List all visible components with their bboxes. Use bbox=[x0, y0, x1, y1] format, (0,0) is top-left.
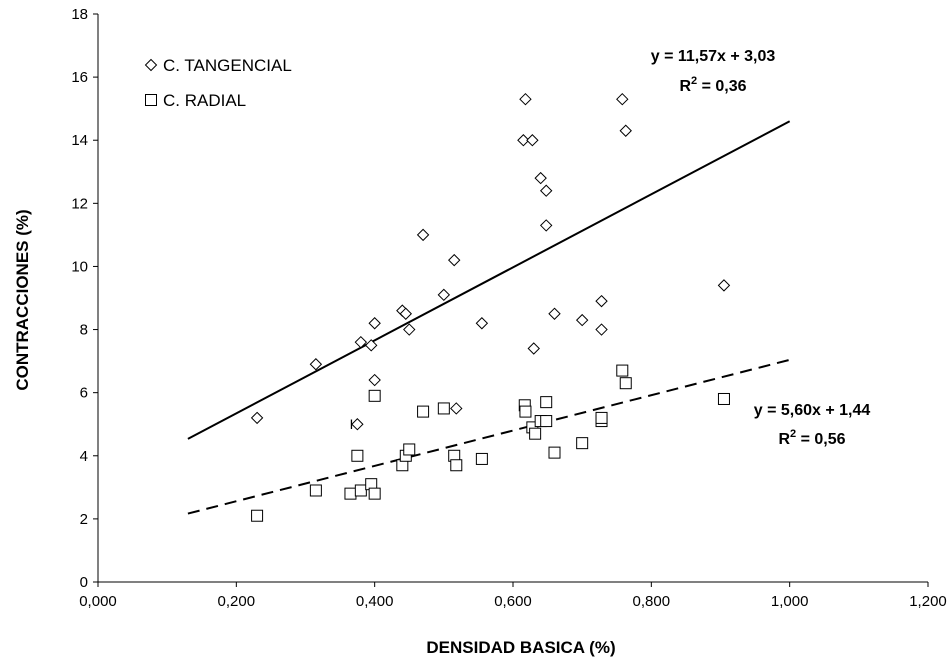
equation-tangencial: y = 11,57x + 3,03 bbox=[651, 48, 776, 65]
point-tangencial bbox=[534, 171, 547, 185]
y-tick-label: 0 bbox=[80, 574, 88, 591]
point-radial bbox=[717, 392, 730, 405]
legend-diamond-icon bbox=[144, 58, 158, 72]
point-tangencial bbox=[595, 294, 608, 308]
point-tangencial bbox=[527, 342, 540, 355]
equation-radial: y = 5,60x + 1,44 bbox=[754, 402, 871, 419]
trendline-tangencial bbox=[187, 120, 791, 440]
equations: y = 11,57x + 3,03 R2 = 0,36 y = 5,60x + 1,… bbox=[651, 48, 871, 448]
point-tangencial bbox=[539, 219, 553, 232]
point-tangencial bbox=[354, 335, 368, 349]
x-tick-label: 1,200 bbox=[909, 593, 947, 610]
point-tangencial bbox=[519, 92, 532, 106]
point-tangencial bbox=[616, 92, 629, 106]
x-axis-title: DENSIDAD BASICA (%) bbox=[426, 638, 615, 657]
y-tick-label: 14 bbox=[71, 132, 88, 149]
point-tangencial bbox=[548, 307, 561, 320]
point-tangencial bbox=[309, 358, 323, 371]
point-radial bbox=[450, 459, 463, 472]
point-radial bbox=[548, 446, 561, 459]
y-tick-label: 8 bbox=[80, 322, 88, 339]
point-tangencial bbox=[351, 418, 364, 431]
r2-tangencial: R2 = 0,36 bbox=[679, 75, 746, 95]
point-tangencial bbox=[539, 184, 553, 197]
x-tick-label: 0,600 bbox=[494, 593, 532, 610]
legend-label-tangencial: C. TANGENCIAL bbox=[163, 56, 292, 75]
point-tangencial bbox=[619, 124, 632, 137]
point-tangencial bbox=[448, 253, 461, 267]
point-tangencial bbox=[403, 323, 416, 336]
point-tangencial bbox=[475, 317, 489, 330]
x-tick-label: 0,800 bbox=[633, 593, 671, 610]
point-radial bbox=[540, 415, 553, 428]
x-tick-label: 0,400 bbox=[356, 593, 394, 610]
point-tangencial bbox=[250, 411, 264, 425]
point-radial bbox=[616, 364, 629, 377]
point-radial bbox=[595, 411, 608, 424]
y-tick-label: 18 bbox=[71, 6, 88, 23]
point-tangencial bbox=[575, 313, 589, 327]
x-tick-label: 1,000 bbox=[771, 593, 809, 610]
point-radial bbox=[619, 377, 632, 390]
y-tick-label: 2 bbox=[80, 511, 88, 528]
y-tick-label: 12 bbox=[71, 195, 88, 212]
trendlines bbox=[187, 120, 791, 515]
point-tangencial bbox=[368, 317, 381, 330]
trendline-radial bbox=[187, 358, 790, 515]
y-tick-label: 6 bbox=[80, 385, 88, 402]
point-radial bbox=[251, 509, 264, 522]
point-radial bbox=[344, 487, 357, 500]
x-tick-label: 0,200 bbox=[218, 593, 256, 610]
point-tangencial bbox=[437, 288, 451, 302]
point-radial bbox=[417, 405, 430, 418]
y-tick-label: 16 bbox=[71, 69, 88, 86]
x-tick-label: 0,000 bbox=[79, 593, 117, 610]
point-radial bbox=[475, 452, 488, 465]
axes: 0 2 4 6 8 10 12 14 16 18 0,000 0,200 0,400 0,600 0,800… bbox=[71, 6, 946, 610]
point-radial bbox=[529, 427, 542, 440]
point-radial bbox=[354, 484, 367, 497]
y-tick-label: 4 bbox=[80, 448, 88, 465]
legend: C. TANGENCIAL C. RADIAL bbox=[144, 56, 292, 110]
point-radial bbox=[437, 402, 450, 415]
point-radial bbox=[403, 443, 416, 456]
y-tick-label: 10 bbox=[71, 258, 88, 275]
point-radial bbox=[351, 449, 364, 462]
point-tangencial bbox=[368, 373, 381, 387]
point-tangencial bbox=[526, 134, 539, 147]
point-radial bbox=[309, 484, 322, 497]
point-radial bbox=[368, 487, 381, 500]
point-tangencial bbox=[450, 402, 463, 415]
labels: DENSIDAD BASICA (%) CONTRACCIONES (%) I bbox=[13, 209, 616, 657]
point-tangencial bbox=[365, 339, 378, 352]
point-tangencial bbox=[717, 279, 731, 292]
point-radial bbox=[519, 405, 532, 418]
point-radial bbox=[368, 389, 381, 402]
legend-label-radial: C. RADIAL bbox=[163, 91, 246, 110]
point-tangencial bbox=[416, 228, 430, 242]
r2-radial: R2 = 0,56 bbox=[778, 428, 845, 448]
point-tangencial bbox=[595, 323, 608, 336]
data-points bbox=[250, 92, 731, 522]
legend-square-icon bbox=[145, 94, 157, 106]
point-tangencial bbox=[517, 134, 530, 147]
point-tangencial bbox=[399, 307, 412, 320]
point-radial bbox=[540, 396, 553, 409]
annotation-mark: I bbox=[350, 416, 354, 432]
y-axis-title: CONTRACCIONES (%) bbox=[13, 209, 32, 390]
point-radial bbox=[576, 437, 589, 450]
